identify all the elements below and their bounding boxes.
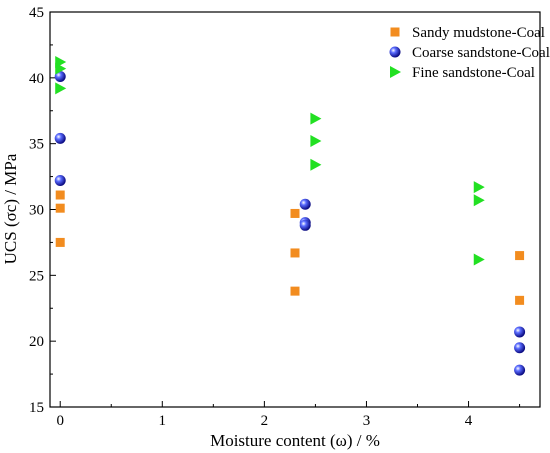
- legend-marker: [390, 27, 400, 37]
- y-tick-label: 30: [29, 203, 44, 219]
- data-point: [290, 208, 300, 218]
- y-axis-title: UCS (σc) / MPa: [1, 153, 20, 264]
- x-tick-label: 4: [465, 413, 473, 429]
- y-tick-label: 25: [29, 268, 44, 284]
- legend-marker: [390, 66, 401, 78]
- data-point: [310, 112, 322, 125]
- y-tick-label: 20: [29, 334, 44, 350]
- data-point: [54, 175, 66, 187]
- data-point: [514, 364, 526, 376]
- data-point: [55, 82, 67, 95]
- data-point: [514, 342, 526, 354]
- axis-ticks: [50, 11, 521, 408]
- data-point: [55, 237, 65, 247]
- data-point: [473, 194, 485, 207]
- data-point: [514, 326, 526, 338]
- y-tick-label: 15: [29, 400, 44, 416]
- data-point: [299, 219, 311, 231]
- data-points: [54, 56, 526, 376]
- x-tick-label: 1: [159, 413, 167, 429]
- legend: Sandy mudstone-Coal Coarse sandstone-Coal…: [389, 25, 550, 81]
- legend-label: Coarse sandstone-Coal: [412, 45, 550, 61]
- data-point: [55, 203, 65, 213]
- legend-label: Fine sandstone-Coal: [412, 65, 535, 81]
- data-point: [515, 295, 525, 305]
- y-tick-label: 40: [29, 71, 44, 87]
- legend-label: Sandy mudstone-Coal: [412, 25, 545, 41]
- axis-tick-labels: 0 1 2 3 4 15 20 25 30 35 40 45: [29, 5, 473, 429]
- x-axis-title: Moisture content (ω) / %: [210, 431, 380, 450]
- data-point: [310, 158, 322, 171]
- data-point: [310, 135, 322, 148]
- x-tick-label: 3: [363, 413, 371, 429]
- y-tick-label: 35: [29, 137, 44, 153]
- data-point: [55, 62, 67, 75]
- data-point: [54, 71, 66, 83]
- data-point: [473, 253, 485, 266]
- data-point: [290, 286, 300, 296]
- legend-marker: [389, 46, 401, 58]
- x-tick-label: 0: [56, 413, 64, 429]
- data-point: [299, 198, 311, 210]
- data-point: [473, 181, 485, 194]
- data-point: [55, 190, 65, 200]
- y-tick-label: 45: [29, 5, 44, 21]
- data-point: [515, 251, 525, 261]
- data-point: [290, 248, 300, 258]
- data-point: [54, 132, 66, 144]
- x-tick-label: 2: [261, 413, 269, 429]
